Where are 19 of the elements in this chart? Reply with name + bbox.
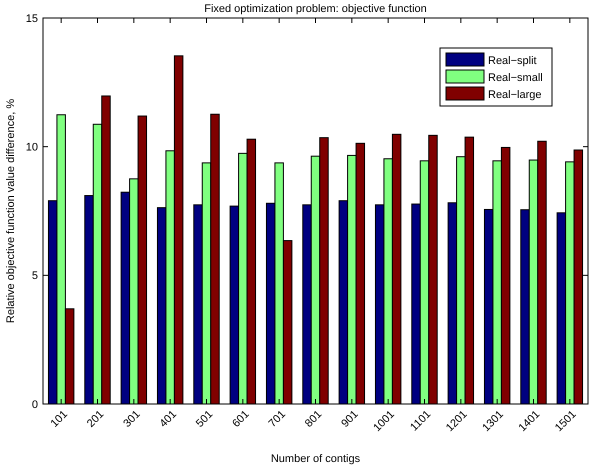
- x-axis-title: Number of contigs: [270, 453, 361, 465]
- y-tick-label: 15: [26, 12, 38, 25]
- x-tick-label: 801: [302, 408, 324, 430]
- y-tick-label: 10: [26, 142, 38, 154]
- x-tick-label: 401: [158, 408, 180, 430]
- y-tick-label: 0: [32, 398, 38, 411]
- x-tick-label: 501: [194, 408, 216, 430]
- chart-title: Fixed optimization problem: objective function: [204, 3, 427, 15]
- x-tick-label: 601: [230, 408, 252, 430]
- y-tick-label: 5: [32, 270, 38, 282]
- legend-label: Real−split: [488, 54, 537, 67]
- legend-label: Real−small: [488, 72, 543, 84]
- x-tick-label: 201: [84, 408, 106, 430]
- x-tick-label: 301: [121, 408, 143, 430]
- x-tick-label: 901: [339, 408, 361, 430]
- x-tick-label: 701: [266, 408, 288, 430]
- y-axis-title: Relative objective function value difference, %: [5, 98, 17, 324]
- legend-label: Real−large: [488, 88, 542, 101]
- x-tick-label: 101: [48, 408, 70, 430]
